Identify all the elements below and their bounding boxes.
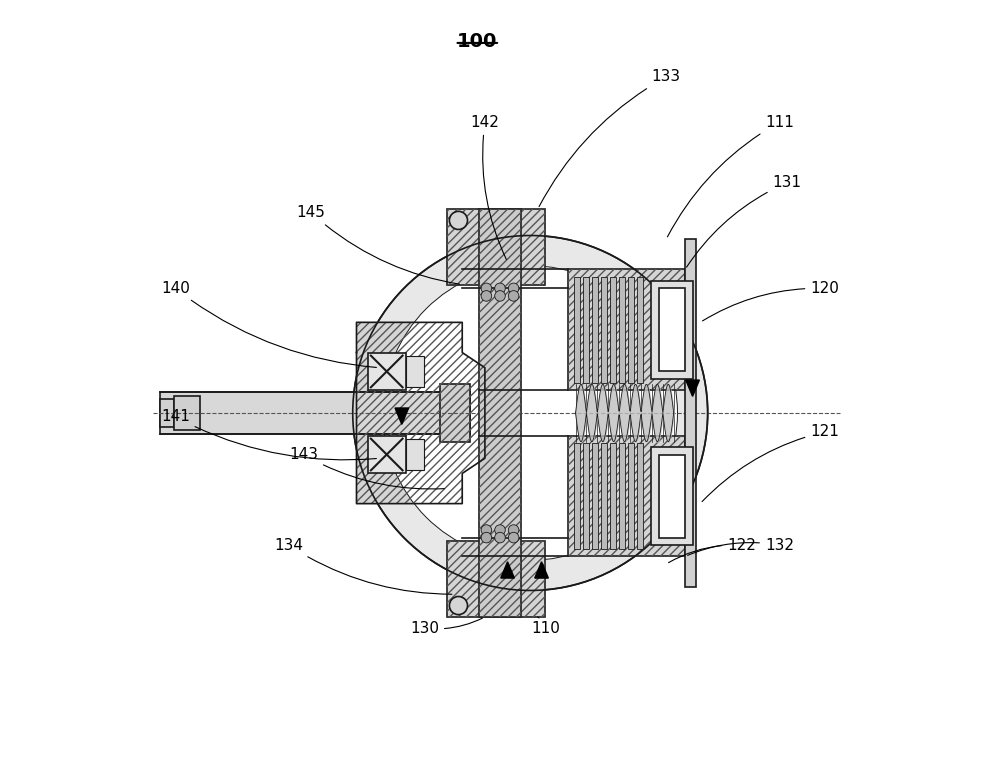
- Bar: [651, 280, 693, 379]
- Bar: [651, 447, 693, 545]
- Polygon shape: [501, 562, 514, 578]
- Bar: [368, 352, 406, 390]
- Text: 121: 121: [702, 424, 839, 502]
- Bar: [601, 443, 607, 549]
- Bar: [619, 443, 625, 549]
- Polygon shape: [357, 322, 485, 503]
- Bar: [160, 399, 174, 427]
- Circle shape: [508, 525, 519, 535]
- Bar: [637, 443, 643, 549]
- Bar: [574, 277, 580, 383]
- Bar: [610, 277, 616, 383]
- Circle shape: [508, 283, 519, 293]
- Text: 141: 141: [161, 409, 376, 460]
- Bar: [447, 541, 545, 617]
- Text: 122: 122: [669, 537, 756, 562]
- Bar: [628, 277, 634, 383]
- Text: 100: 100: [457, 32, 498, 51]
- Bar: [610, 443, 616, 549]
- Bar: [685, 240, 696, 587]
- Text: 142: 142: [470, 114, 506, 259]
- Polygon shape: [395, 408, 409, 424]
- Bar: [174, 396, 200, 430]
- Text: 134: 134: [274, 537, 452, 594]
- Bar: [574, 443, 580, 549]
- Bar: [479, 209, 521, 617]
- Bar: [447, 209, 545, 284]
- Circle shape: [383, 266, 677, 560]
- Circle shape: [481, 525, 492, 535]
- Text: 133: 133: [539, 70, 681, 207]
- Text: 120: 120: [702, 281, 839, 321]
- Bar: [583, 443, 589, 549]
- Bar: [406, 440, 424, 470]
- Bar: [447, 209, 545, 284]
- Polygon shape: [535, 562, 548, 578]
- Text: 143: 143: [289, 447, 444, 489]
- Circle shape: [495, 532, 505, 543]
- Text: 145: 145: [297, 205, 459, 284]
- Bar: [568, 270, 685, 390]
- Text: 111: 111: [667, 114, 794, 236]
- Bar: [568, 436, 685, 556]
- Bar: [479, 209, 521, 617]
- Circle shape: [495, 290, 505, 301]
- Bar: [568, 270, 685, 390]
- Text: 110: 110: [531, 617, 560, 636]
- Text: 130: 130: [410, 618, 482, 636]
- Circle shape: [449, 597, 468, 615]
- Circle shape: [481, 290, 492, 301]
- Circle shape: [353, 236, 708, 590]
- Bar: [368, 436, 406, 474]
- Circle shape: [495, 525, 505, 535]
- Circle shape: [449, 211, 468, 230]
- Bar: [583, 277, 589, 383]
- Text: 140: 140: [161, 281, 376, 368]
- Bar: [447, 541, 545, 617]
- Circle shape: [481, 532, 492, 543]
- Bar: [406, 356, 424, 387]
- Bar: [440, 384, 470, 442]
- Circle shape: [495, 283, 505, 293]
- Bar: [628, 443, 634, 549]
- Bar: [601, 277, 607, 383]
- Circle shape: [508, 532, 519, 543]
- Circle shape: [508, 290, 519, 301]
- Polygon shape: [686, 380, 699, 396]
- Text: 131: 131: [687, 175, 801, 267]
- Bar: [568, 436, 685, 556]
- Bar: [659, 455, 685, 537]
- Bar: [637, 277, 643, 383]
- Text: 132: 132: [688, 537, 794, 556]
- Bar: [160, 392, 470, 434]
- Bar: [619, 277, 625, 383]
- Bar: [659, 288, 685, 371]
- Bar: [592, 277, 598, 383]
- Circle shape: [481, 283, 492, 293]
- Bar: [592, 443, 598, 549]
